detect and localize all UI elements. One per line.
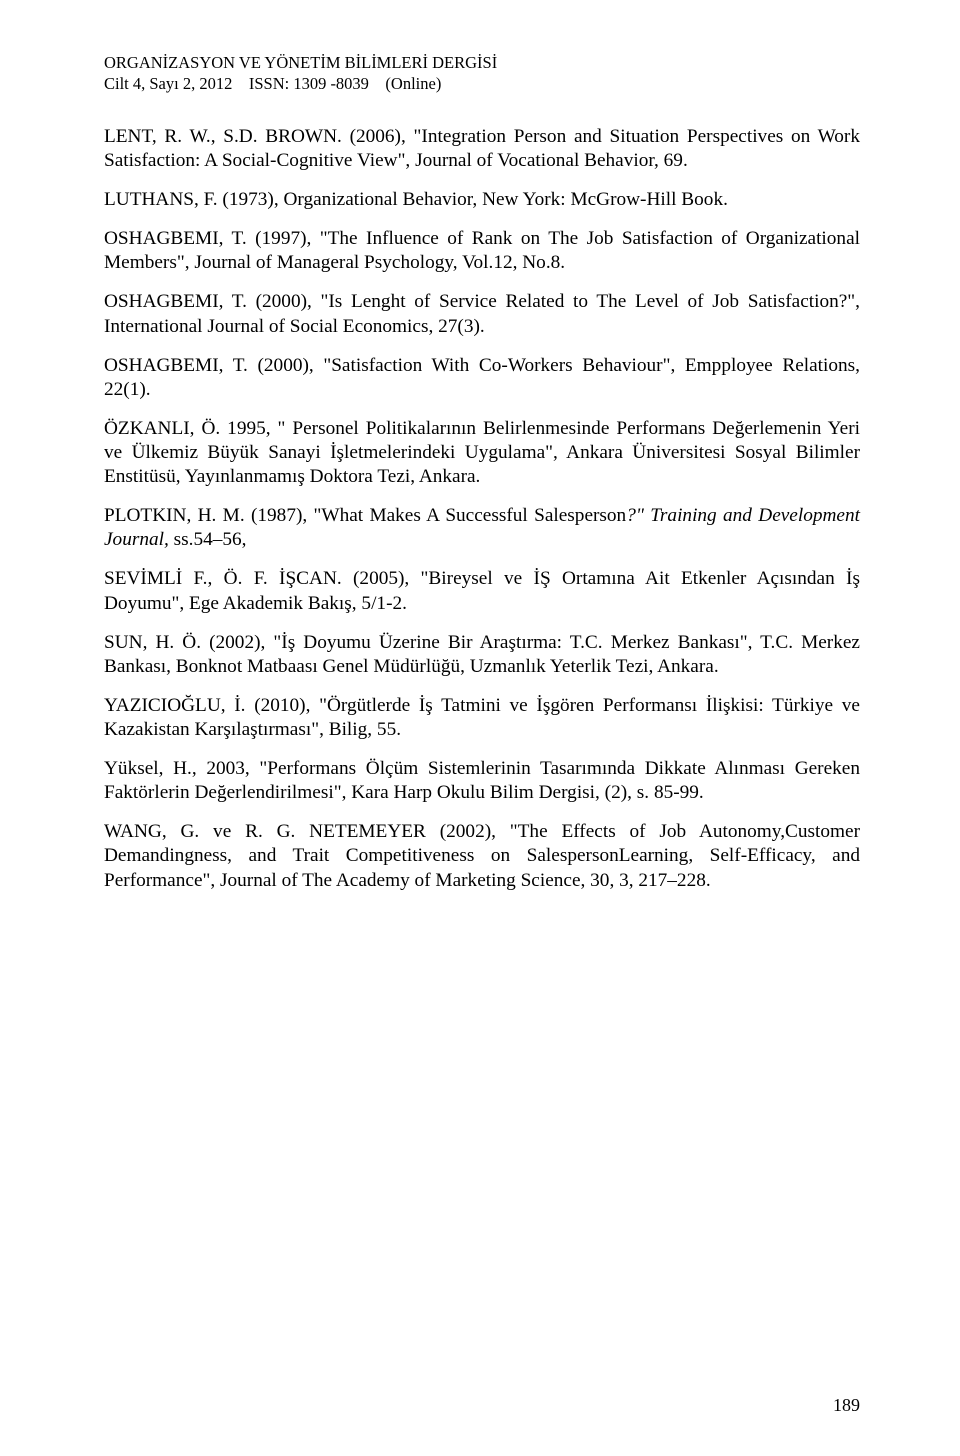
reference-entry: ÖZKANLI, Ö. 1995, " Personel Politikalar…: [104, 417, 860, 489]
reference-entry: OSHAGBEMI, T. (2000), "Satisfaction With…: [104, 354, 860, 402]
reference-entry: SEVİMLİ F., Ö. F. İŞCAN. (2005), "Bireys…: [104, 567, 860, 615]
reference-entry: YAZICIOĞLU, İ. (2010), "Örgütlerde İş Ta…: [104, 694, 860, 742]
reference-entry: PLOTKIN, H. M. (1987), "What Makes A Suc…: [104, 504, 860, 552]
running-header: ORGANİZASYON VE YÖNETİM BİLİMLERİ DERGİS…: [104, 52, 860, 95]
reference-entry: LUTHANS, F. (1973), Organizational Behav…: [104, 188, 860, 212]
reference-text: PLOTKIN, H. M. (1987), "What Makes A Suc…: [104, 505, 626, 526]
reference-entry: Yüksel, H., 2003, "Performans Ölçüm Sist…: [104, 757, 860, 805]
reference-entry: WANG, G. ve R. G. NETEMEYER (2002), "The…: [104, 820, 860, 892]
reference-entry: SUN, H. Ö. (2002), "İş Doyumu Üzerine Bi…: [104, 631, 860, 679]
issue-info: Cilt 4, Sayı 2, 2012 ISSN: 1309 -8039 (O…: [104, 73, 860, 94]
reference-entry: OSHAGBEMI, T. (2000), "Is Lenght of Serv…: [104, 290, 860, 338]
reference-entry: OSHAGBEMI, T. (1997), "The Influence of …: [104, 227, 860, 275]
document-page: ORGANİZASYON VE YÖNETİM BİLİMLERİ DERGİS…: [0, 0, 960, 1456]
reference-entry: LENT, R. W., S.D. BROWN. (2006), "Integr…: [104, 125, 860, 173]
page-number: 189: [833, 1395, 860, 1416]
references-list: LENT, R. W., S.D. BROWN. (2006), "Integr…: [104, 125, 860, 893]
reference-text: ss.54–56,: [174, 529, 247, 550]
journal-title: ORGANİZASYON VE YÖNETİM BİLİMLERİ DERGİS…: [104, 52, 860, 73]
